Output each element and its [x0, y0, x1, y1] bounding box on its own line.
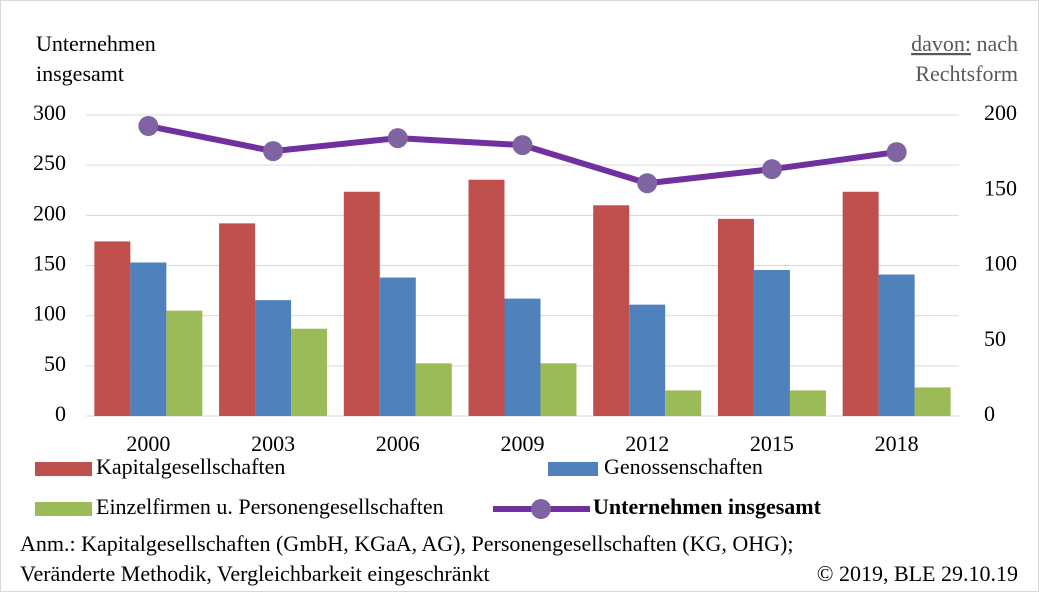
bar: [415, 363, 452, 416]
legend-swatch: [35, 462, 92, 476]
bar: [717, 218, 754, 416]
line-marker: [637, 173, 658, 194]
bar: [593, 205, 630, 416]
bar: [540, 363, 577, 416]
x-tick-label: 2018: [875, 431, 919, 456]
bar: [878, 274, 915, 416]
legend-swatch: [548, 462, 598, 476]
bar: [468, 179, 505, 416]
y-tick-label: 250: [33, 150, 66, 175]
y-tick-label: 300: [33, 100, 66, 125]
line-marker: [761, 159, 782, 180]
bar: [914, 387, 951, 416]
bar: [789, 390, 826, 416]
legend-label: Einzelfirmen u. Personengesellschaften: [96, 494, 444, 519]
bar: [629, 304, 666, 416]
y2-axis-label-underlined: davon:: [911, 31, 971, 56]
y2-axis-label: Rechtsform: [915, 61, 1018, 86]
y-axis-label: Unternehmen: [36, 31, 156, 56]
source: © 2019, BLE 29.10.19: [817, 561, 1018, 586]
line-marker: [263, 141, 284, 162]
bar: [343, 191, 380, 416]
y-tick-label: 0: [55, 401, 66, 426]
x-tick-label: 2009: [501, 431, 545, 456]
bar: [753, 270, 790, 416]
line-marker: [886, 142, 907, 163]
legend-label: Unternehmen insgesamt: [593, 494, 822, 519]
bar: [504, 298, 541, 416]
bar: [842, 191, 879, 416]
line-marker: [512, 135, 533, 156]
legend-label: Genossenschaften: [604, 454, 763, 479]
x-tick-label: 2012: [625, 431, 669, 456]
note: Anm.: Kapitalgesellschaften (GmbH, KGaA,…: [20, 531, 793, 556]
y-tick-label: 100: [33, 301, 66, 326]
line-marker: [138, 116, 159, 137]
bar: [94, 241, 131, 416]
x-tick-label: 2015: [750, 431, 794, 456]
y-tick-label: 200: [33, 200, 66, 225]
y2-tick-label: 50: [984, 326, 1006, 351]
y2-axis-label: nach: [976, 31, 1018, 56]
y2-tick-label: 100: [984, 251, 1017, 276]
y-tick-label: 50: [44, 351, 66, 376]
bar: [166, 310, 203, 416]
legend-marker: [531, 499, 551, 519]
bar: [665, 390, 702, 416]
bar: [291, 328, 328, 416]
y2-tick-label: 0: [984, 401, 995, 426]
note: Veränderte Methodik, Vergleichbarkeit ei…: [20, 561, 490, 586]
bar: [130, 262, 167, 416]
bar: [255, 300, 292, 416]
x-tick-label: 2003: [251, 431, 295, 456]
line-marker: [387, 128, 408, 149]
y-axis-label: insgesamt: [36, 61, 124, 86]
legend-swatch: [35, 502, 92, 516]
y2-axis-label: davon: nach: [911, 31, 1018, 56]
bar: [379, 277, 416, 416]
x-tick-label: 2006: [376, 431, 420, 456]
y2-tick-label: 200: [984, 100, 1017, 125]
y-tick-label: 150: [33, 251, 66, 276]
x-tick-label: 2000: [126, 431, 170, 456]
y2-tick-label: 150: [984, 175, 1017, 200]
bar: [219, 223, 256, 416]
legend-label: Kapitalgesellschaften: [96, 454, 285, 479]
